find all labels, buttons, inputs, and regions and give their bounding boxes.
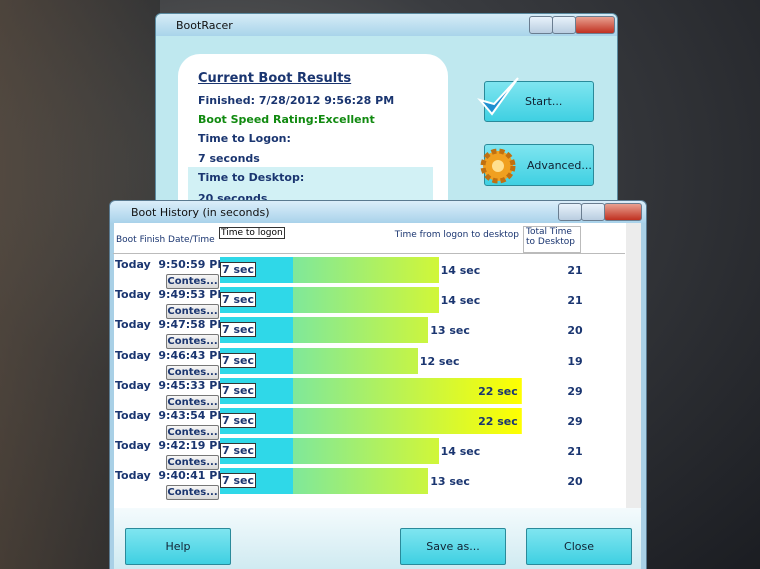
context-button[interactable]: Contes...	[166, 364, 219, 380]
window-title: Boot History (in seconds)	[131, 206, 270, 219]
button[interactable]: Help	[125, 528, 231, 565]
desktop-label: 12 sec	[419, 354, 460, 368]
window-title: BootRacer	[176, 19, 233, 32]
total: 29	[567, 384, 583, 398]
icons	[477, 77, 519, 184]
scrollbar[interactable]	[626, 223, 641, 508]
row-date: Today 9:50:59 PM	[115, 258, 229, 271]
logon-label: 7 sec	[220, 443, 257, 459]
button[interactable]: Save as...	[400, 528, 506, 565]
row-date: Today 9:49:53 PM	[115, 288, 229, 302]
desktop-bar	[293, 347, 418, 374]
context-button[interactable]: Contes...	[166, 334, 219, 350]
rating: Boot Speed Rating:Excellent	[198, 113, 375, 126]
desktop-bar	[293, 287, 439, 314]
logon-label: 7 sec	[220, 473, 257, 489]
desktop-bar	[293, 468, 429, 495]
desktop-label: 22 sec	[478, 384, 518, 398]
desktop-label: 14 sec	[440, 445, 481, 459]
desktop-label: 14 sec	[440, 294, 481, 308]
total: 29	[567, 415, 583, 428]
desktop-bar	[293, 438, 439, 465]
desktop-label: 13 sec	[430, 475, 470, 489]
logon-label: 7 sec	[220, 413, 257, 428]
total: 19	[567, 354, 583, 368]
total: 21	[567, 264, 583, 277]
logon-label: 7 sec	[220, 352, 257, 368]
context-button[interactable]: Contes...	[166, 394, 219, 410]
logon-label: Time to Logon:	[198, 132, 291, 145]
row-date: Today 9:43:54 PM	[115, 409, 229, 422]
close[interactable]	[604, 203, 642, 221]
heading: Current Boot Results	[198, 71, 352, 86]
desktop-label: 13 sec	[430, 324, 470, 338]
gear-hub	[492, 160, 504, 172]
header-line	[113, 253, 625, 254]
total: 21	[567, 445, 583, 459]
row-date: Today 9:40:41 PM	[115, 469, 229, 483]
button[interactable]: Close	[526, 528, 632, 565]
row-date: Today 9:45:33 PM	[115, 378, 229, 392]
column-header: Total Time to Desktop	[523, 226, 581, 253]
desktop-label: 14 sec	[440, 264, 481, 277]
desktop-label: Time to Desktop:	[198, 171, 305, 184]
results-panel: Current Boot Results Finished: 7/28/2012…	[178, 54, 448, 227]
logon-value: 7 seconds	[198, 152, 260, 165]
column-header: Time from logon to desktop	[394, 230, 519, 240]
total: 20	[567, 324, 583, 338]
desktop-bar	[293, 257, 439, 283]
desktop-bar	[293, 317, 429, 344]
context-button[interactable]: Contes...	[166, 485, 219, 501]
close[interactable]	[575, 16, 615, 34]
logon-label: 7 sec	[220, 292, 257, 308]
context-button[interactable]: Contes...	[166, 425, 219, 440]
desktop-label: 22 sec	[478, 415, 518, 428]
total: 20	[567, 475, 583, 489]
row-date: Today 9:46:43 PM	[115, 348, 229, 362]
context-button[interactable]: Contes...	[166, 455, 219, 471]
context-button[interactable]: Contes...	[166, 304, 219, 320]
main-window: BootRacer Current Boot Results Finished:…	[155, 13, 618, 227]
title-bar: Boot History (in seconds)	[110, 201, 646, 223]
column-header: Boot Finish Date/Time	[116, 235, 215, 245]
finished: Finished: 7/28/2012 9:56:28 PM	[198, 94, 395, 107]
row-date: Today 9:47:58 PM	[115, 318, 229, 332]
logon-label: 7 sec	[220, 382, 257, 398]
column-header: Time to logon	[219, 227, 285, 239]
context-button[interactable]: Contes...	[166, 274, 219, 289]
title-bar: BootRacer	[156, 14, 617, 36]
check-icon	[477, 77, 519, 116]
start-button[interactable]: Start...	[484, 81, 594, 122]
logon-label: 7 sec	[220, 322, 257, 338]
total: 21	[567, 294, 583, 308]
desktop-bar	[293, 408, 522, 434]
row-date: Today 9:42:19 PM	[115, 439, 229, 453]
desktop-bar	[293, 377, 522, 404]
logon-label: 7 sec	[220, 262, 257, 277]
